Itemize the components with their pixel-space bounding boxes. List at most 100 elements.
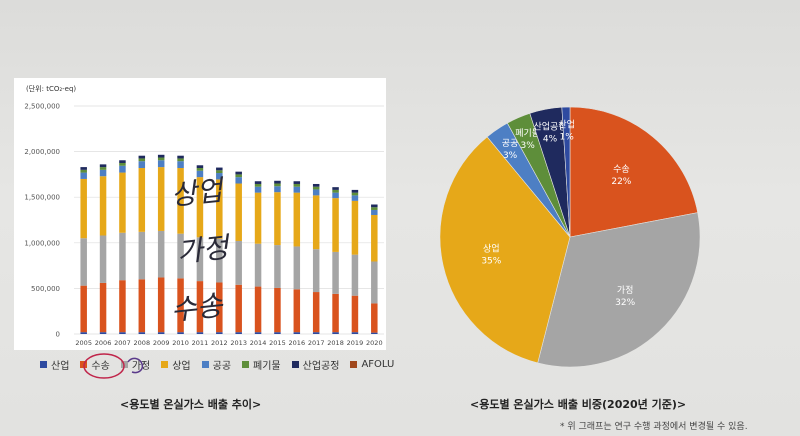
bar-segment: [351, 200, 359, 255]
unit-label: (단위: tCO₂-eq): [26, 84, 76, 93]
bar-segment: [177, 155, 184, 159]
bar-segment: [293, 183, 301, 187]
x-tick-label: 2014: [250, 339, 267, 347]
bar-segment: [157, 157, 165, 161]
bar-segment: [293, 289, 301, 333]
y-tick-label: 1,500,000: [24, 194, 60, 202]
bar-segment: [293, 181, 301, 184]
bar-segment: [177, 158, 184, 162]
bar-segment: [332, 332, 339, 334]
bar-segment: [332, 187, 339, 190]
legend-item: 공공: [201, 357, 232, 372]
bar-segment: [216, 179, 223, 239]
bar-segment: [138, 158, 146, 162]
legend-swatch: [40, 360, 47, 368]
bar-segment: [254, 186, 262, 193]
bar-segment: [80, 332, 87, 334]
slice-value-label: 4%: [543, 134, 558, 144]
footnote: * 위 그래프는 연구 수행 과정에서 변경될 수 있음.: [560, 422, 748, 432]
legend-swatch: [291, 360, 299, 368]
pie-chart-title: <용도별 온실가스 배출 비중(2020년 기준)>: [470, 398, 687, 411]
bar-segment: [274, 332, 281, 334]
y-tick-label: 500,000: [31, 285, 60, 293]
slice-label: 상업: [483, 244, 500, 255]
legend-label: 상업: [172, 360, 191, 372]
slice-label: 산업: [558, 119, 575, 130]
bar-segment: [216, 332, 223, 334]
x-tick-label: 2010: [172, 339, 189, 347]
bar-segment: [99, 164, 107, 168]
bar-segment: [293, 332, 301, 334]
bar-segment: [80, 178, 87, 239]
legend-swatch: [242, 360, 250, 368]
x-tick-label: 2020: [366, 339, 383, 347]
bar-chart-panel: (단위: tCO₂-eq) 0 500,000 1,000,000 1,500,000 2…: [14, 78, 386, 350]
slice-label: 가정: [617, 285, 634, 296]
bar-segment: [293, 246, 301, 290]
bar-segment: [351, 192, 359, 196]
bar-segment: [119, 332, 126, 334]
bar-segment: [274, 287, 281, 333]
bar-segment: [99, 235, 107, 283]
legend-label: AFOLU: [361, 358, 395, 370]
bar-segment: [351, 189, 359, 193]
legend-label: 가정: [131, 360, 151, 372]
slice-label: 산업공정: [533, 121, 566, 132]
bar-segment: [254, 192, 262, 244]
bar-segment: [332, 251, 339, 294]
bar-segment: [216, 238, 223, 283]
bar-segment: [99, 176, 107, 236]
x-tick-label: 2005: [75, 339, 92, 347]
bar-segment: [157, 332, 165, 334]
bar-segment: [138, 332, 146, 334]
bar-segment: [371, 261, 378, 304]
bar-segment: [274, 186, 281, 193]
bar-segment: [216, 170, 223, 174]
bar-segment: [371, 209, 378, 215]
legend-label: 폐기물: [253, 360, 281, 372]
slice-value-label: 35%: [481, 257, 501, 267]
bar-segment: [274, 192, 281, 246]
bar-segment: [196, 165, 204, 169]
bar-segment: [80, 238, 87, 286]
bar-segment: [138, 231, 146, 280]
x-tick-label: 2011: [192, 339, 209, 347]
x-tick-label: 2009: [153, 339, 170, 347]
bar-segment: [80, 169, 87, 173]
bar-segment: [312, 292, 320, 333]
bar-segment: [99, 282, 107, 333]
bar-segment: [254, 332, 262, 334]
bar-segment: [293, 192, 301, 247]
x-tick-label: 2006: [95, 339, 112, 347]
bar-segment: [312, 195, 320, 250]
bar-segment: [371, 204, 378, 208]
bar-segment: [332, 192, 339, 199]
pie-slice: [439, 136, 571, 364]
x-tick-label: 2012: [211, 339, 228, 347]
bar-segment: [157, 167, 165, 231]
bar-segment: [80, 172, 87, 179]
bar-segment: [196, 237, 204, 282]
legend-label: 공공: [212, 360, 232, 372]
legend-item: AFOLU: [350, 359, 394, 370]
slice-value-label: 3%: [521, 141, 536, 151]
x-tick-label: 2013: [230, 339, 247, 347]
bar-segment: [254, 286, 262, 333]
bar-segment: [196, 168, 204, 171]
legend-item: 산업공정: [291, 357, 339, 372]
legend-item: 수송: [80, 357, 110, 372]
y-tick-label: 0: [56, 331, 60, 339]
pie-slice: [569, 106, 699, 238]
slice-label: 공공: [502, 138, 519, 149]
bar-segment: [274, 180, 281, 184]
bar-segment: [312, 189, 320, 196]
bar-segment: [177, 332, 184, 334]
bar-segment: [235, 183, 242, 241]
bar-segment: [235, 177, 242, 184]
bar-segment: [80, 167, 87, 170]
bar-segment: [138, 155, 146, 159]
slice-value-label: 3%: [503, 151, 518, 161]
bar-segment: [274, 245, 281, 288]
legend-label: 수송: [91, 360, 110, 372]
